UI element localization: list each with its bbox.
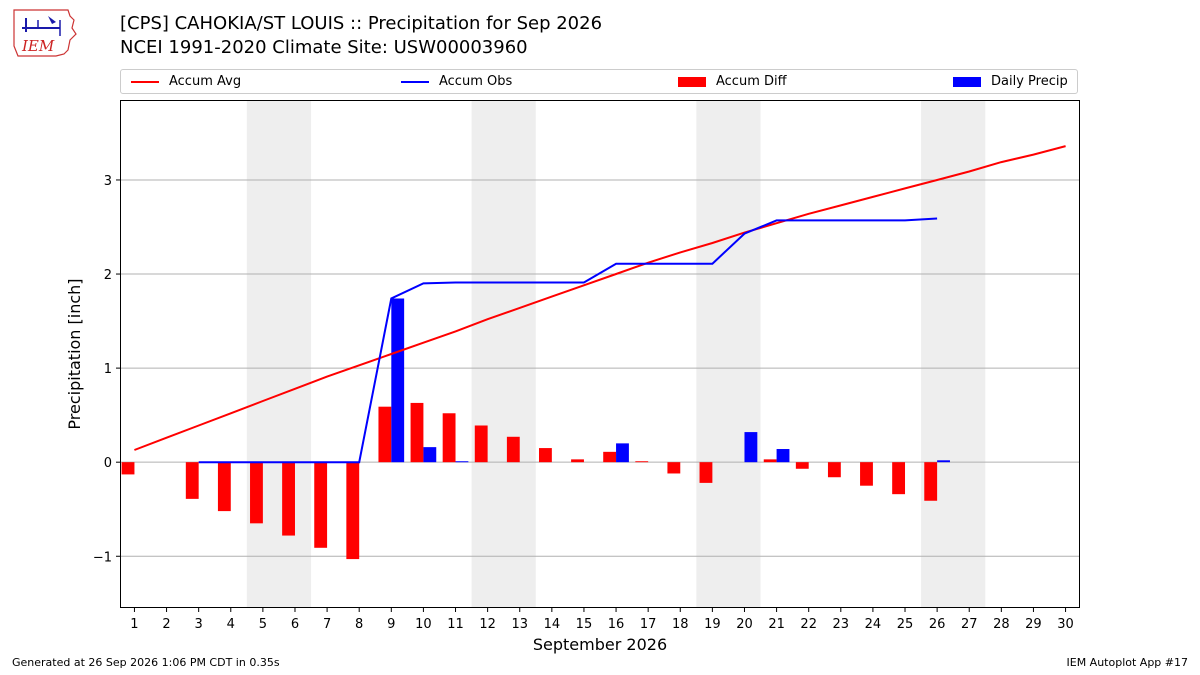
daily-precip-bar: [937, 460, 950, 463]
accum-diff-bar: [860, 462, 873, 486]
x-tick-label: 24: [865, 617, 882, 632]
x-tick-label: 23: [833, 617, 850, 632]
x-tick-label: 28: [993, 617, 1010, 632]
x-tick-label: 20: [736, 617, 753, 632]
accum-diff-bar: [442, 413, 456, 463]
x-tick-label: 16: [608, 617, 625, 632]
x-tick-label: 10: [415, 617, 432, 632]
footer-app: IEM Autoplot App #17: [1066, 656, 1189, 669]
legend-item-accum-obs: Accum Obs: [401, 70, 512, 93]
daily-precip-bar: [391, 298, 405, 463]
accum-diff-bar: [763, 459, 777, 463]
x-tick-label: 9: [387, 617, 395, 632]
bar-layer: [121, 298, 950, 560]
x-tick-label: 1: [130, 617, 138, 632]
accum-obs-line: [198, 217, 938, 464]
legend-label-accum-avg: Accum Avg: [169, 74, 242, 89]
legend-item-daily-precip: Daily Precip: [953, 70, 1068, 93]
x-tick-label: 6: [291, 617, 299, 632]
chart-legend: Accum Avg Accum Obs Accum Diff Daily Pre…: [120, 69, 1078, 94]
x-tick-label: 3: [195, 617, 203, 632]
accum-diff-bar: [217, 462, 231, 512]
legend-item-accum-diff: Accum Diff: [678, 70, 787, 93]
legend-item-accum-avg: Accum Avg: [131, 70, 241, 93]
accum-avg-line: [134, 145, 1066, 451]
weekend-band: [246, 100, 312, 608]
accum-diff-bar: [635, 461, 649, 463]
weekend-band: [696, 100, 761, 608]
legend-label-daily-precip: Daily Precip: [991, 74, 1068, 89]
x-tick-label: 8: [355, 617, 363, 632]
accum-diff-bar: [121, 462, 135, 475]
chart-title: [CPS] CAHOKIA/ST LOUIS :: Precipitation …: [120, 13, 603, 34]
accum-diff-bar: [571, 459, 584, 463]
daily-precip-bar: [455, 461, 469, 463]
x-tick-label: 30: [1057, 617, 1074, 632]
y-tick-label: −1: [93, 550, 112, 565]
accum-diff-bar: [474, 425, 488, 463]
y-tick-label: 2: [104, 268, 112, 283]
x-tick-label: 15: [576, 617, 593, 632]
legend-label-accum-obs: Accum Obs: [439, 74, 513, 89]
legend-label-accum-diff: Accum Diff: [716, 74, 787, 89]
y-tick-label: 1: [104, 362, 112, 377]
x-tick-label: 27: [961, 617, 978, 632]
legend-swatch-daily-precip: [953, 76, 981, 87]
line-layer: [134, 145, 1066, 464]
x-tick-label: 29: [1025, 617, 1042, 632]
x-tick-label: 7: [323, 617, 331, 632]
x-tick-label: 18: [672, 617, 689, 632]
accum-diff-bar: [314, 462, 328, 548]
x-tick-label: 26: [929, 617, 946, 632]
x-tick-label: 12: [479, 617, 496, 632]
chart-subtitle: NCEI 1991-2020 Climate Site: USW00003960: [120, 37, 528, 58]
x-tick-label: 19: [704, 617, 721, 632]
x-tick-label: 25: [897, 617, 914, 632]
legend-swatch-accum-avg: [131, 80, 159, 83]
accum-diff-bar: [506, 436, 520, 463]
accum-diff-bar: [827, 462, 841, 478]
x-tick-label: 22: [800, 617, 817, 632]
daily-precip-bar: [616, 443, 629, 463]
accum-diff-bar: [185, 462, 199, 499]
daily-precip-bar: [776, 449, 790, 463]
accum-diff-bar: [795, 462, 809, 469]
accum-diff-bar: [282, 462, 295, 536]
x-tick-label: 4: [227, 617, 235, 632]
x-axis-label: September 2026: [533, 635, 667, 654]
accum-diff-bar: [378, 406, 392, 463]
x-tick-label: 14: [544, 617, 561, 632]
accum-diff-bar: [603, 451, 617, 463]
legend-swatch-accum-diff: [678, 76, 706, 87]
accum-diff-bar: [892, 462, 906, 495]
accum-diff-bar: [667, 462, 681, 474]
x-tick-label: 17: [640, 617, 657, 632]
y-tick-label: 0: [104, 456, 112, 471]
x-tick-label: 11: [447, 617, 464, 632]
accum-diff-bar: [699, 462, 713, 483]
accum-diff-bar: [924, 462, 938, 501]
plot-frame: [120, 100, 1080, 608]
iem-iowa-logo-icon: IEM: [13, 9, 77, 57]
accum-diff-bar: [346, 462, 360, 560]
weekend-band: [471, 100, 536, 608]
x-tick-label: 5: [259, 617, 267, 632]
legend-swatch-accum-obs: [401, 80, 429, 83]
x-tick-label: 13: [511, 617, 528, 632]
x-tick-label: 21: [768, 617, 785, 632]
footer-generated: Generated at 26 Sep 2026 1:06 PM CDT in …: [12, 656, 280, 669]
y-tick-label: 3: [104, 174, 112, 189]
weekend-band: [921, 100, 986, 608]
accum-diff-bar: [410, 402, 424, 463]
daily-precip-bar: [423, 447, 437, 463]
x-tick-label: 2: [162, 617, 170, 632]
accum-diff-bar: [538, 448, 552, 463]
y-axis-label: Precipitation [inch]: [65, 278, 84, 429]
accum-diff-bar: [250, 462, 263, 524]
daily-precip-bar: [744, 432, 758, 463]
logo-text: IEM: [21, 37, 55, 55]
